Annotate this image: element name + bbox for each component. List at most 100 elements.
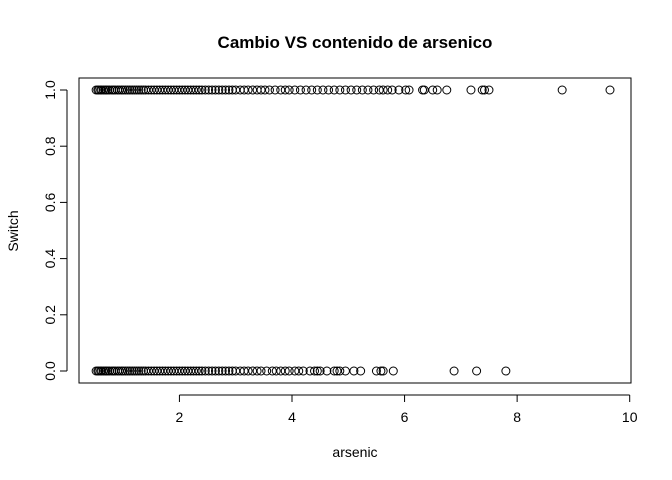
data-point <box>134 85 144 95</box>
data-point <box>329 85 339 95</box>
y-axis: 0.0 0.2 0.4 0.6 0.8 1.0 <box>42 80 68 381</box>
data-point <box>207 366 217 376</box>
data-point <box>118 85 128 95</box>
data-point <box>120 366 130 376</box>
data-point <box>125 85 135 95</box>
data-point <box>387 85 397 95</box>
y-tick-label: 0.8 <box>42 136 58 156</box>
data-point <box>125 366 135 376</box>
data-point <box>280 366 290 376</box>
data-point <box>369 85 379 95</box>
data-point <box>294 366 304 376</box>
plot-frame <box>78 77 632 384</box>
data-point <box>378 85 388 95</box>
data-point <box>383 85 393 95</box>
data-point <box>318 85 328 95</box>
y-tick-label: 0.4 <box>42 249 58 269</box>
data-points <box>91 85 615 376</box>
data-point <box>262 366 272 376</box>
data-point <box>477 85 487 95</box>
data-point <box>197 85 207 95</box>
y-tick-label: 0.0 <box>42 361 58 381</box>
data-point <box>335 85 345 95</box>
data-point <box>479 85 489 95</box>
data-point <box>284 85 294 95</box>
data-point <box>295 85 305 95</box>
data-point <box>290 85 300 95</box>
data-point <box>214 366 224 376</box>
data-point <box>243 366 253 376</box>
data-point <box>118 366 128 376</box>
data-point <box>340 366 350 376</box>
data-point <box>120 85 130 95</box>
data-point <box>217 366 227 376</box>
data-point <box>357 85 367 95</box>
data-point <box>472 366 482 376</box>
data-point <box>191 85 201 95</box>
data-point <box>129 366 139 376</box>
data-point <box>210 85 220 95</box>
y-tick-label: 0.6 <box>42 192 58 212</box>
data-point <box>217 85 227 95</box>
y-tick-label: 1.0 <box>42 80 58 100</box>
data-point <box>194 366 204 376</box>
data-point <box>305 366 315 376</box>
data-point <box>194 85 204 95</box>
data-point <box>363 85 373 95</box>
data-point <box>134 366 144 376</box>
data-point <box>264 85 274 95</box>
data-point <box>123 85 133 95</box>
data-point <box>207 85 217 95</box>
x-tick-label: 8 <box>513 409 521 425</box>
data-point <box>132 85 142 95</box>
data-point <box>270 85 280 95</box>
data-point <box>310 366 320 376</box>
data-point <box>557 85 567 95</box>
data-point <box>329 366 339 376</box>
data-point <box>221 366 231 376</box>
x-tick-label: 4 <box>288 409 296 425</box>
data-point <box>280 85 290 95</box>
data-point <box>401 85 411 95</box>
data-point <box>442 85 452 95</box>
data-point <box>501 366 511 376</box>
data-point <box>312 85 322 95</box>
data-point <box>301 85 311 95</box>
data-point <box>224 85 234 95</box>
data-point <box>322 366 332 376</box>
data-point <box>307 85 317 95</box>
data-point <box>404 85 414 95</box>
data-point <box>136 85 146 95</box>
data-point <box>191 366 201 376</box>
data-point <box>449 366 459 376</box>
x-tick-label: 2 <box>176 409 184 425</box>
x-tick-label: 6 <box>401 409 409 425</box>
y-axis-label: Switch <box>5 210 21 251</box>
data-point <box>335 366 345 376</box>
data-point <box>484 85 494 95</box>
data-point <box>324 85 334 95</box>
data-point <box>127 85 137 95</box>
y-tick-label: 0.2 <box>42 305 58 325</box>
chart-title: Cambio VS contenido de arsenico <box>218 33 493 52</box>
data-point <box>388 366 398 376</box>
data-point <box>197 366 207 376</box>
data-point <box>356 366 366 376</box>
data-point <box>376 366 386 376</box>
data-point <box>271 366 281 376</box>
data-point <box>210 366 220 376</box>
data-point <box>346 85 356 95</box>
x-tick-label: 10 <box>622 409 638 425</box>
data-point <box>284 366 294 376</box>
data-point <box>315 366 325 376</box>
data-point <box>243 85 253 95</box>
data-point <box>466 85 476 95</box>
x-axis: 2 4 6 8 10 <box>176 394 638 425</box>
data-point <box>127 366 137 376</box>
data-point <box>349 366 359 376</box>
data-point <box>312 366 322 376</box>
data-point <box>214 85 224 95</box>
data-point <box>428 85 438 95</box>
data-point <box>252 366 262 376</box>
data-point <box>200 366 210 376</box>
